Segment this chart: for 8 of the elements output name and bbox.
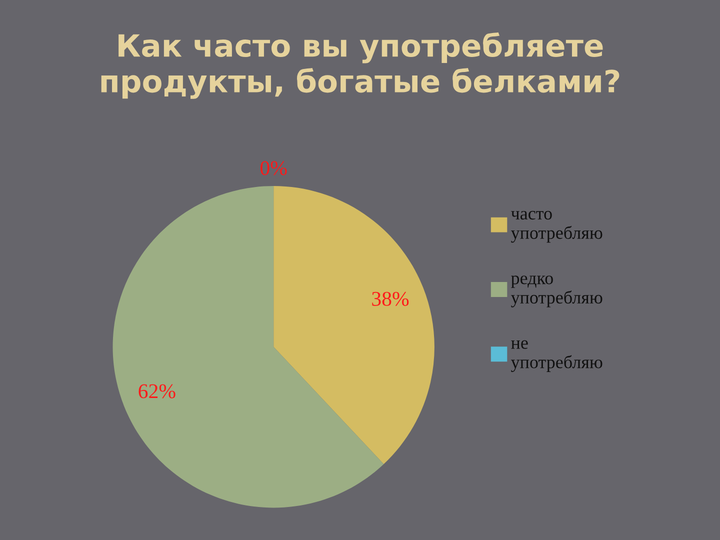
text: 0%	[260, 161, 287, 176]
data-label: 62%	[138, 384, 176, 398]
pie-slice	[274, 186, 434, 464]
legend-label: редко употребляю	[510, 276, 602, 308]
legend-label: часто употребляю	[510, 210, 602, 243]
legend-label: не употребляю	[510, 340, 602, 372]
chart-title: Как часто вы употребляете продукты, богатые белками?	[101, 32, 620, 99]
data-label: 38%	[372, 292, 409, 306]
